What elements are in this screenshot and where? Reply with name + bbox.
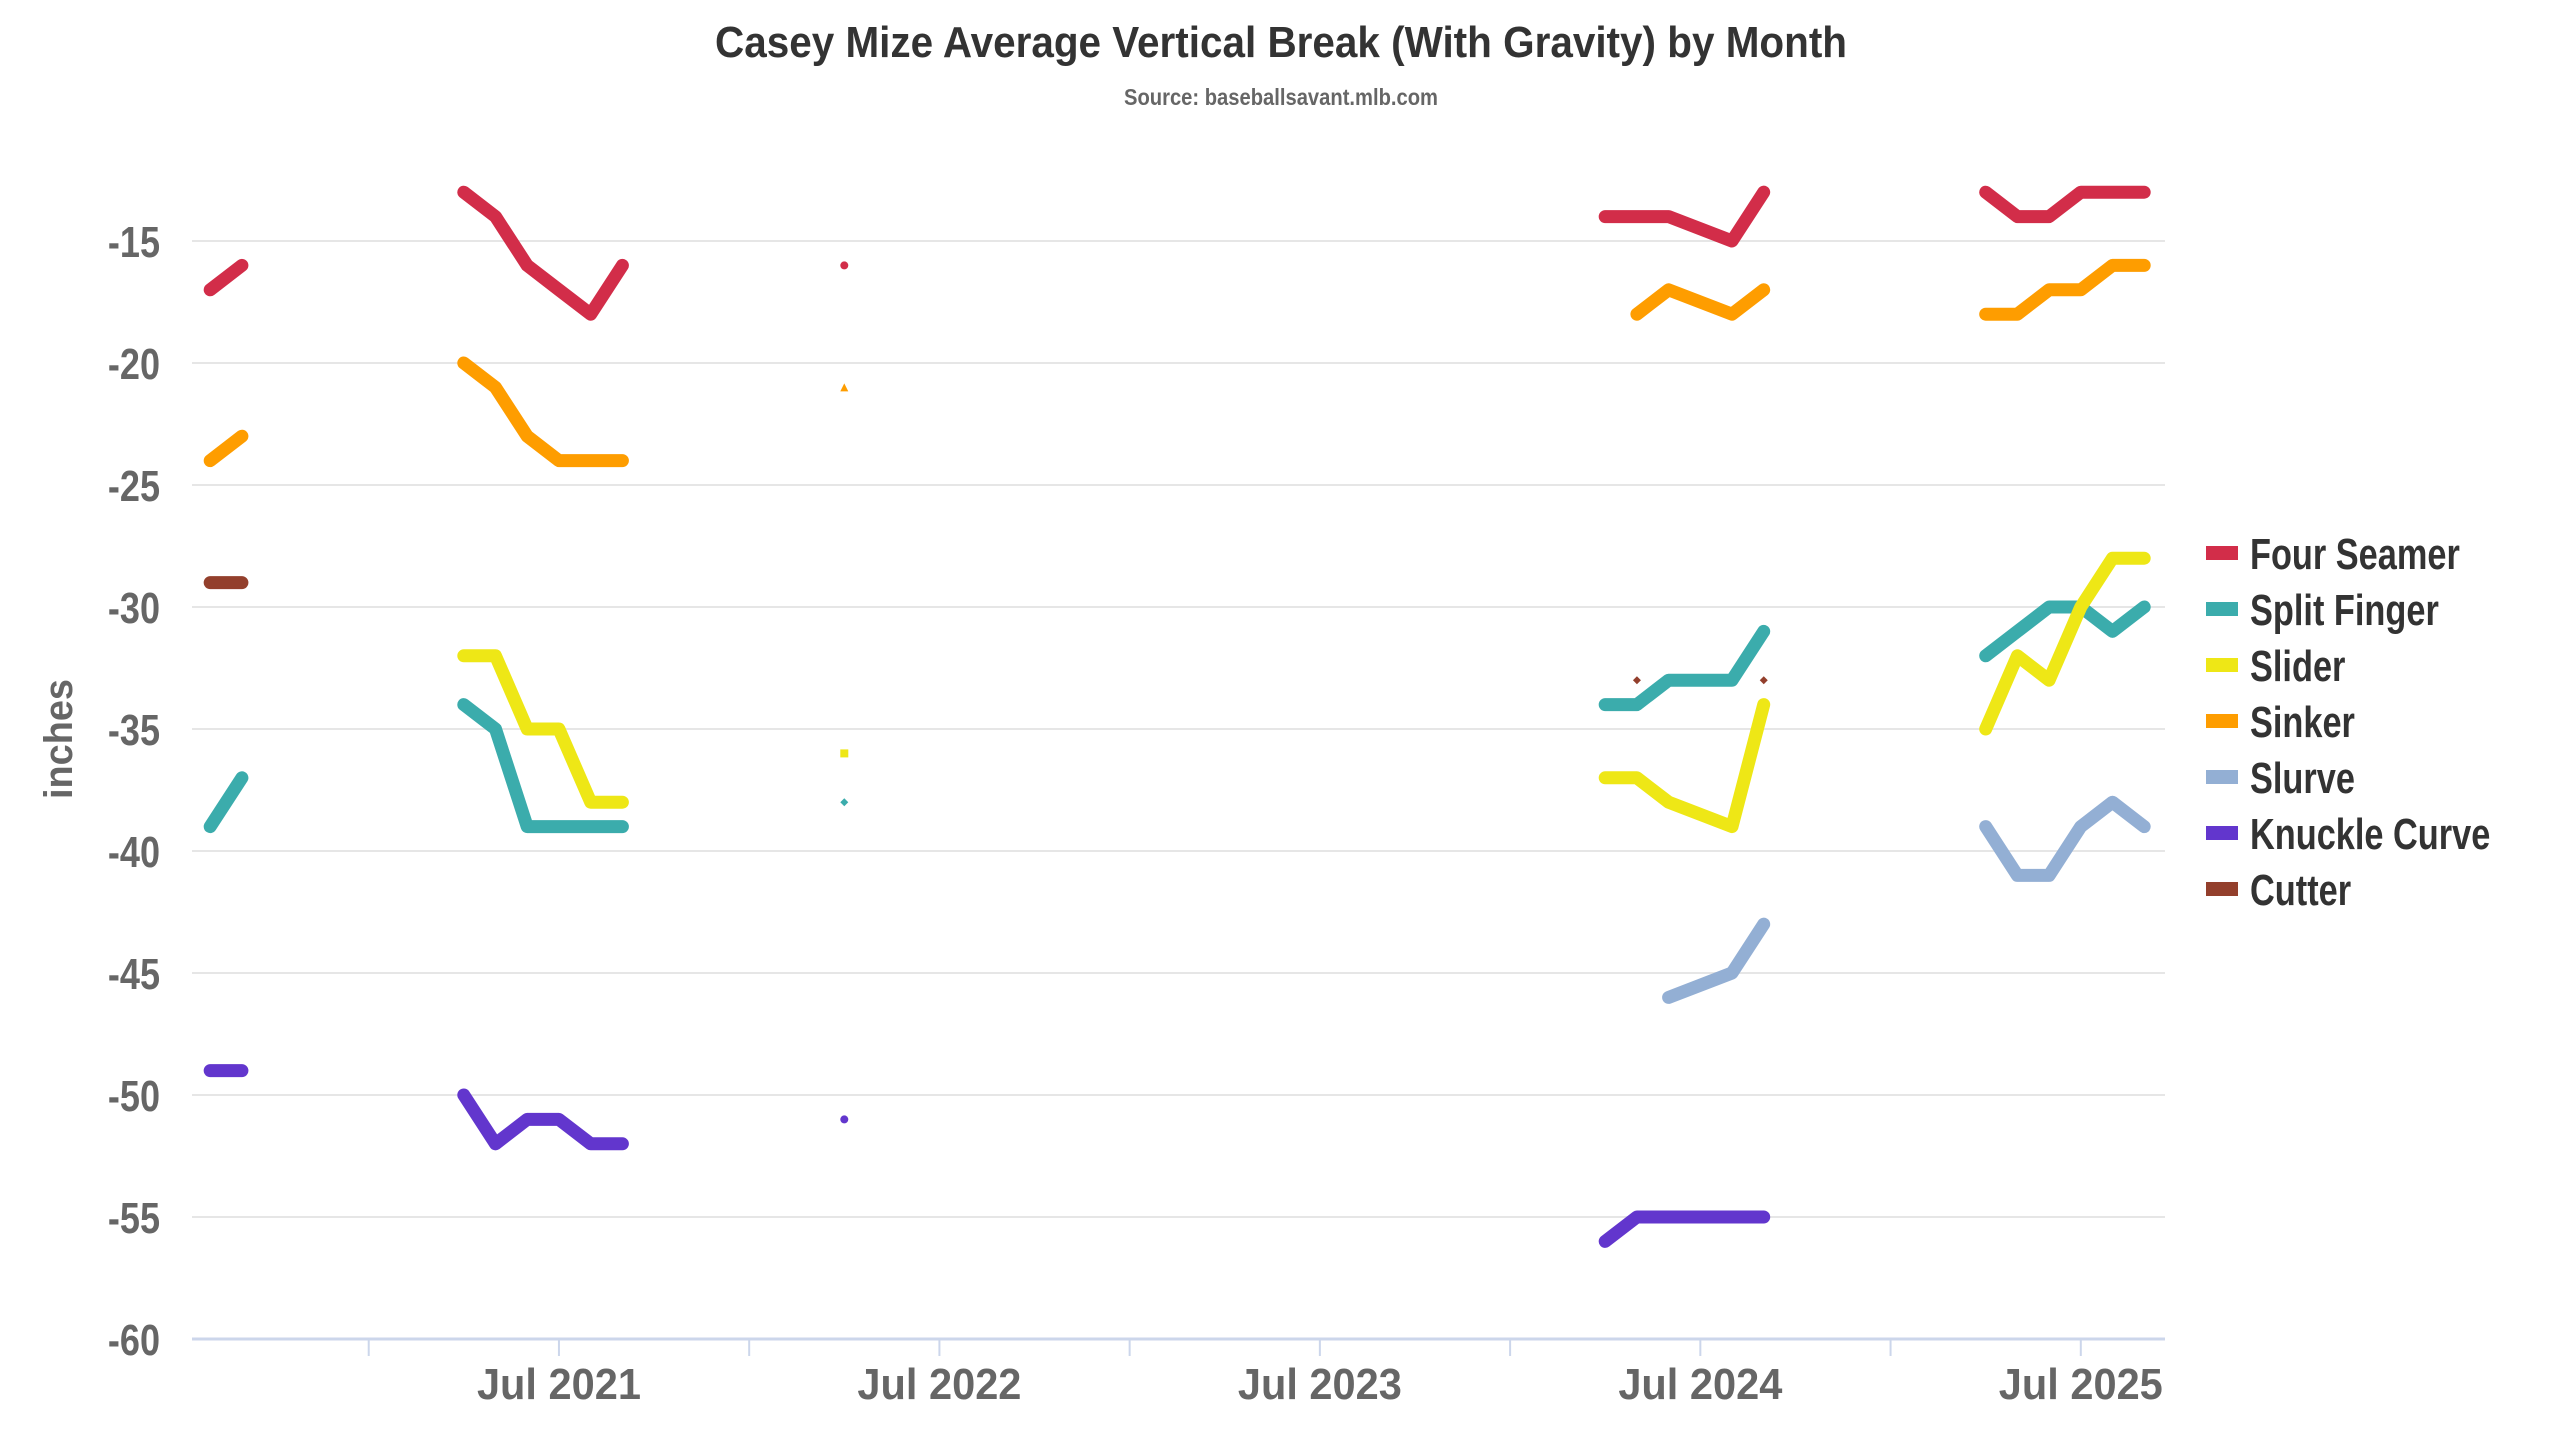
legend-item-four-seamer[interactable]: Four Seamer <box>2206 530 2460 579</box>
series-line-four-seamer <box>457 185 629 321</box>
legend-label: Four Seamer <box>2250 530 2460 579</box>
x-tick-label: Jul 2024 <box>1618 1360 1782 1409</box>
y-tick-label: -55 <box>108 1194 160 1243</box>
legend-swatch <box>2206 714 2238 728</box>
legend-item-split-finger[interactable]: Split Finger <box>2206 586 2439 635</box>
y-tick-label: -15 <box>108 218 160 267</box>
legend-swatch <box>2206 882 2238 896</box>
y-tick-label: -20 <box>108 340 160 389</box>
legend-item-knuckle-curve[interactable]: Knuckle Curve <box>2206 810 2490 859</box>
y-tick-label: -45 <box>108 950 160 999</box>
series-line-sinker <box>457 356 629 468</box>
legend-label: Knuckle Curve <box>2250 810 2490 859</box>
series-line-slider <box>1979 551 2151 736</box>
y-axis-title: inches <box>37 679 81 799</box>
series-line-knuckle-curve <box>1598 1210 1771 1248</box>
chart-title: Casey Mize Average Vertical Break (With … <box>715 18 1847 67</box>
series-line-four-seamer <box>1979 185 2151 224</box>
data-point-cutter[interactable] <box>1759 676 1768 685</box>
legend-swatch <box>2206 770 2238 784</box>
chart-subtitle: Source: baseballsavant.mlb.com <box>1124 84 1438 110</box>
series-line-sinker <box>1630 283 1771 321</box>
y-tick-label: -25 <box>108 462 160 511</box>
x-axis: Jul 2021 Jul 2022 Jul 2023 Jul 2024 Jul 2025 <box>192 1337 2165 1409</box>
series-line-slurve <box>1662 917 1771 1004</box>
series-line-split-finger <box>203 771 249 834</box>
y-tick-label: -30 <box>108 584 160 633</box>
y-tick-label: -40 <box>108 828 160 877</box>
legend-swatch <box>2206 602 2238 616</box>
series-sinker <box>203 258 2151 468</box>
series-line-slurve <box>1979 795 2151 882</box>
series-line-sinker <box>1979 258 2151 321</box>
series-line-split-finger <box>1979 600 2151 663</box>
series-line-knuckle-curve <box>457 1088 629 1151</box>
legend-swatch <box>2206 546 2238 560</box>
legend-item-slider[interactable]: Slider <box>2206 642 2345 691</box>
y-tick-label: -60 <box>108 1316 160 1365</box>
series-slider <box>457 551 2151 834</box>
series-knuckle-curve <box>203 1064 1771 1248</box>
data-point-knuckle-curve[interactable] <box>840 1115 849 1124</box>
data-point-split-finger[interactable] <box>840 798 849 807</box>
x-tick-label: Jul 2025 <box>1999 1360 2163 1409</box>
data-point-sinker[interactable] <box>840 383 849 392</box>
y-tick-label: -50 <box>108 1072 160 1121</box>
series-line-four-seamer <box>1598 185 1771 248</box>
plot-area <box>203 185 2151 1248</box>
legend: Four Seamer Split Finger Slider Sinker Slurv… <box>2206 530 2490 915</box>
series-line-split-finger <box>1598 624 1771 712</box>
legend-item-sinker[interactable]: Sinker <box>2206 698 2355 747</box>
y-tick-label: -35 <box>108 706 160 755</box>
legend-item-slurve[interactable]: Slurve <box>2206 754 2355 803</box>
x-tick-label: Jul 2021 <box>477 1360 641 1409</box>
series-cutter <box>203 576 1768 685</box>
series-line-slider <box>457 649 629 809</box>
series-line-split-finger <box>457 698 629 834</box>
series-four-seamer <box>203 185 2151 321</box>
data-point-slider[interactable] <box>840 749 849 758</box>
data-point-cutter[interactable] <box>1632 676 1641 685</box>
series-slurve <box>1662 795 2151 1004</box>
x-tick-label: Jul 2023 <box>1238 1360 1402 1409</box>
series-split-finger <box>203 600 2151 834</box>
series-line-four-seamer <box>203 258 249 297</box>
legend-swatch <box>2206 658 2238 672</box>
data-point-four-seamer[interactable] <box>840 261 849 270</box>
series-line-slider <box>1598 698 1771 834</box>
legend-label: Split Finger <box>2250 586 2439 635</box>
legend-label: Slider <box>2250 642 2345 691</box>
legend-label: Cutter <box>2250 866 2351 915</box>
legend-item-cutter[interactable]: Cutter <box>2206 866 2351 915</box>
legend-label: Sinker <box>2250 698 2355 747</box>
y-axis-labels: -15 -20 -25 -30 -35 -40 -45 -50 -55 -60 <box>108 218 160 1365</box>
legend-label: Slurve <box>2250 754 2355 803</box>
x-tick-label: Jul 2022 <box>857 1360 1021 1409</box>
legend-swatch <box>2206 826 2238 840</box>
series-line-sinker <box>203 429 249 468</box>
